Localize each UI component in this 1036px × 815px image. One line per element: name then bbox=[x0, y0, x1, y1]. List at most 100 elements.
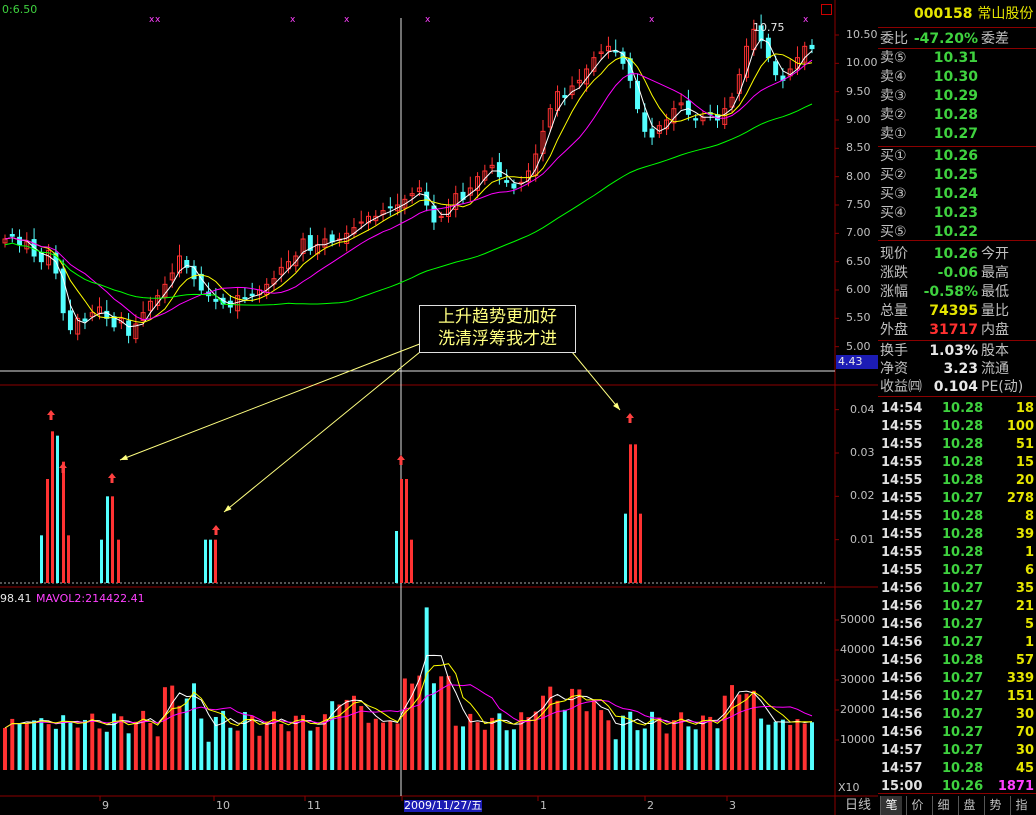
candle-body bbox=[329, 234, 335, 243]
ma5-line bbox=[4, 38, 813, 328]
candle-body bbox=[147, 300, 153, 311]
panel-tab[interactable]: 价 bbox=[906, 796, 928, 815]
ask-row: 卖⑤ 10.31 bbox=[880, 50, 978, 66]
tick-row: 14:55 10.28 8 bbox=[881, 509, 1034, 524]
volume-bar bbox=[584, 711, 589, 770]
candle-body bbox=[293, 255, 299, 267]
price-tick-label: 7.50 bbox=[846, 198, 871, 211]
volume-tick-label: 20000 bbox=[840, 703, 875, 716]
signal-marker: x bbox=[803, 15, 809, 25]
price-tick-label: 7.00 bbox=[846, 226, 871, 240]
candle-body bbox=[453, 193, 459, 210]
volume-bar bbox=[53, 728, 58, 770]
panel-divider bbox=[878, 340, 1036, 341]
tick-row: 14:57 10.28 45 bbox=[881, 761, 1034, 776]
tick-row: 14:55 10.28 51 bbox=[881, 437, 1034, 452]
volume-bar bbox=[511, 729, 516, 770]
tick-row: 14:54 10.28 18 bbox=[881, 401, 1034, 416]
candle-body bbox=[605, 45, 611, 52]
volume-bar bbox=[170, 685, 175, 770]
price-tick-label: 5.50 bbox=[846, 311, 871, 325]
panel-divider bbox=[878, 48, 1036, 49]
volume-bar bbox=[541, 695, 545, 770]
candle-body bbox=[111, 316, 117, 328]
ask-row: 卖③ 10.29 bbox=[880, 88, 978, 104]
candle-body bbox=[642, 112, 648, 132]
callout-arrowhead bbox=[224, 505, 232, 512]
candle-body bbox=[525, 170, 531, 183]
chart-close-icon[interactable] bbox=[821, 4, 832, 15]
volume-bar bbox=[410, 683, 415, 770]
panel-divider bbox=[878, 146, 1036, 147]
indicator-bar bbox=[395, 531, 398, 583]
candle-body bbox=[576, 79, 582, 84]
candle-body bbox=[169, 272, 175, 281]
volume-bar bbox=[788, 724, 793, 770]
volume-bar bbox=[279, 724, 284, 770]
ma20-line bbox=[4, 59, 813, 321]
callout-arrow-line bbox=[571, 351, 621, 411]
volume-bar bbox=[272, 711, 276, 770]
period-label[interactable]: 日线 bbox=[845, 798, 872, 813]
volume-bar bbox=[533, 711, 538, 770]
volume-bar bbox=[620, 715, 625, 770]
date-label: 2 bbox=[647, 799, 654, 812]
indicator-bar bbox=[634, 444, 637, 583]
volume-bar bbox=[526, 717, 531, 770]
volume-bar bbox=[482, 729, 487, 770]
candle-body bbox=[431, 205, 437, 223]
indicator-bar bbox=[624, 513, 627, 583]
candle-body bbox=[489, 164, 495, 169]
volume-bar bbox=[250, 715, 255, 770]
ma60-line bbox=[4, 103, 813, 306]
candle-body bbox=[387, 206, 393, 209]
volume-bar bbox=[3, 728, 7, 770]
tick-row: 14:56 10.27 70 bbox=[881, 725, 1034, 740]
candle-body bbox=[591, 57, 597, 72]
volume-bar bbox=[446, 675, 451, 770]
up-arrow-icon bbox=[626, 413, 634, 423]
candle-body bbox=[416, 187, 422, 193]
indicator-bar bbox=[117, 539, 120, 583]
stat2-row: 净资 3.23 流通 bbox=[880, 361, 1009, 377]
bid-row: 买③ 10.24 bbox=[880, 186, 978, 202]
candle-body bbox=[133, 323, 139, 340]
tick-row: 14:56 10.28 57 bbox=[881, 653, 1034, 668]
bid-row: 买① 10.26 bbox=[880, 148, 978, 164]
candle-body bbox=[67, 310, 73, 331]
candle-body bbox=[678, 102, 684, 106]
candle-body bbox=[300, 238, 306, 254]
panel-tab[interactable]: 笔 bbox=[880, 796, 902, 815]
candle-body bbox=[395, 204, 401, 212]
volume-bar bbox=[286, 731, 291, 770]
indicator-bar bbox=[204, 539, 207, 583]
price-tick-label: 10.00 bbox=[846, 56, 878, 70]
signal-marker: x bbox=[344, 15, 350, 25]
volume-bar bbox=[148, 722, 153, 770]
panel-tab[interactable]: 指 bbox=[1010, 796, 1032, 815]
price-tick-label: 9.50 bbox=[846, 84, 871, 98]
candle-body bbox=[278, 266, 284, 275]
panel-tab[interactable]: 势 bbox=[984, 796, 1006, 815]
panel-tab[interactable]: 盘 bbox=[958, 796, 980, 815]
wei-bi-row: 委比 -47.20% 委差 bbox=[880, 31, 1009, 47]
date-label: 11 bbox=[307, 799, 321, 812]
signal-marker: x bbox=[425, 15, 431, 25]
panel-tab[interactable]: 细 bbox=[932, 796, 954, 815]
candle-body bbox=[322, 238, 328, 248]
volume-bar bbox=[693, 729, 698, 770]
candle-body bbox=[424, 191, 430, 206]
candle-body bbox=[504, 180, 510, 183]
volume-bar bbox=[650, 711, 655, 770]
volume-bar bbox=[235, 730, 240, 770]
candle-body bbox=[358, 221, 364, 224]
indicator-bar bbox=[67, 535, 70, 583]
tick-row: 14:56 10.27 151 bbox=[881, 689, 1034, 704]
panel-divider bbox=[878, 240, 1036, 241]
tick-row: 14:56 10.27 5 bbox=[881, 617, 1034, 632]
candle-body bbox=[758, 25, 764, 42]
stock-code: 000158 bbox=[914, 6, 973, 22]
candle-body bbox=[765, 37, 771, 59]
volume-ma5b-line bbox=[4, 663, 813, 729]
